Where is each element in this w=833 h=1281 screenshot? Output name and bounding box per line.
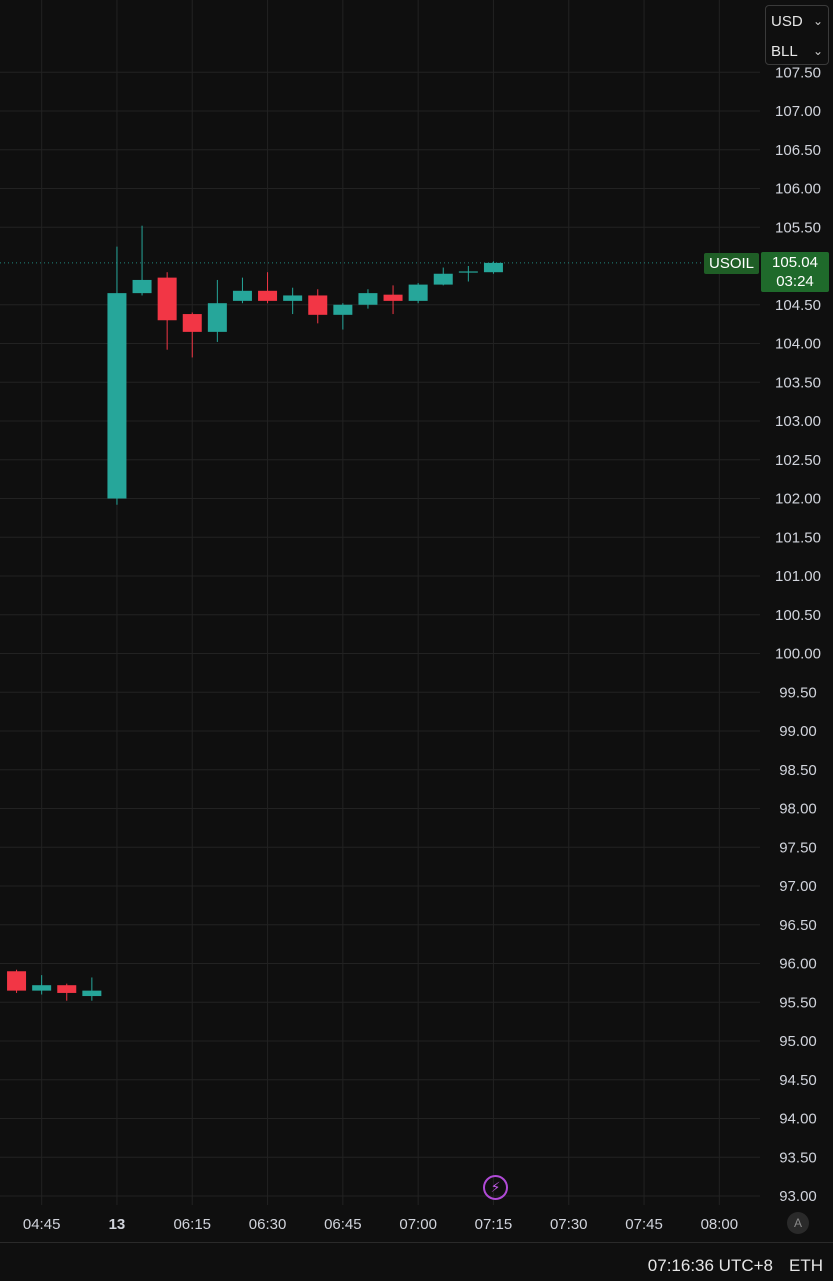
price-tick-label: 96.00 [779, 956, 817, 973]
price-tick-label: 99.00 [779, 723, 817, 740]
candle-body [82, 990, 102, 997]
clock[interactable]: 07:16:36 UTC+8 [647, 1256, 773, 1275]
price-tick-label: 93.50 [779, 1149, 817, 1166]
chevron-down-icon: ⌄ [812, 44, 823, 58]
last-price-badge: 105.04 03:24 [761, 252, 829, 292]
time-tick-label: 07:00 [399, 1216, 437, 1233]
price-tick-label: 106.50 [775, 142, 821, 159]
price-tick-label: 94.00 [779, 1111, 817, 1128]
candle-body [283, 295, 303, 301]
candle-body [232, 290, 252, 301]
price-tick-label: 95.00 [779, 1033, 817, 1050]
price-tick-label: 103.00 [775, 413, 821, 430]
time-tick-label: 06:30 [249, 1216, 287, 1233]
candle-body [32, 985, 52, 991]
time-tick-label: 07:30 [550, 1216, 588, 1233]
price-tick-label: 103.50 [775, 374, 821, 391]
candle-body [308, 295, 328, 315]
time-tick-label: 08:00 [701, 1216, 739, 1233]
price-tick-label: 94.50 [779, 1072, 817, 1089]
candle-body [483, 262, 503, 273]
candle-body [132, 279, 152, 294]
candle-body [107, 293, 127, 499]
time-tick-label: 06:45 [324, 1216, 362, 1233]
symbol-label: USOIL [704, 253, 760, 274]
auto-scale-button[interactable]: A [787, 1212, 809, 1234]
price-tick-label: 96.50 [779, 917, 817, 934]
price-tick-label: 99.50 [779, 684, 817, 701]
bar-countdown: 03:24 [776, 273, 814, 290]
candle-body [57, 985, 77, 993]
unit-selector: USD ⌄ BLL ⌄ [765, 5, 829, 65]
price-tick-label: 95.50 [779, 994, 817, 1011]
price-tick-label: 100.50 [775, 607, 821, 624]
time-tick-label: 07:45 [625, 1216, 663, 1233]
candle-body [207, 303, 227, 332]
last-price: 105.04 [772, 254, 818, 271]
time-tick-label: 07:15 [475, 1216, 513, 1233]
candle-body [157, 277, 177, 321]
price-tick-label: 98.50 [779, 762, 817, 779]
price-tick-label: 101.00 [775, 568, 821, 585]
candle-body [383, 294, 403, 301]
candle-body [408, 284, 428, 301]
price-tick-label: 97.00 [779, 878, 817, 895]
candle-body [458, 271, 478, 273]
unit-label: BLL [771, 42, 798, 60]
price-chart[interactable]: 107.50 107.00 106.50 106.00 105.50 104.50 104.… [0, 0, 833, 1242]
price-tick-label: 106.00 [775, 181, 821, 198]
price-tick-label: 105.50 [775, 219, 821, 236]
chevron-down-icon: ⌄ [812, 14, 823, 28]
candle-body [358, 293, 378, 305]
price-tick-label: 101.50 [775, 529, 821, 546]
time-tick-label: 13 [109, 1216, 126, 1233]
price-tick-label: 100.00 [775, 646, 821, 663]
price-tick-label: 104.00 [775, 336, 821, 353]
price-tick-label: 107.50 [775, 64, 821, 81]
currency-label: USD [771, 12, 803, 30]
candle-body [7, 971, 27, 991]
time-tick-label: 06:15 [173, 1216, 211, 1233]
price-tick-label: 102.00 [775, 491, 821, 508]
price-tick-label: 107.00 [775, 103, 821, 120]
candle-body [258, 290, 278, 301]
candle-body [333, 304, 353, 315]
lightning-icon[interactable]: ⚡︎ [483, 1175, 508, 1200]
price-tick-label: 98.00 [779, 801, 817, 818]
unit-dropdown[interactable]: BLL ⌄ [766, 37, 828, 65]
price-tick-label: 102.50 [775, 452, 821, 469]
session-mode[interactable]: ETH [789, 1256, 823, 1275]
price-tick-label: 93.00 [779, 1188, 817, 1205]
status-bar: 07:16:36 UTC+8 ETH [0, 1242, 833, 1281]
price-tick-label: 104.50 [775, 297, 821, 314]
candle-body [433, 273, 453, 285]
price-tick-label: 97.50 [779, 839, 817, 856]
currency-dropdown[interactable]: USD ⌄ [766, 7, 828, 35]
time-tick-label: 04:45 [23, 1216, 61, 1233]
candle-body [182, 314, 202, 332]
